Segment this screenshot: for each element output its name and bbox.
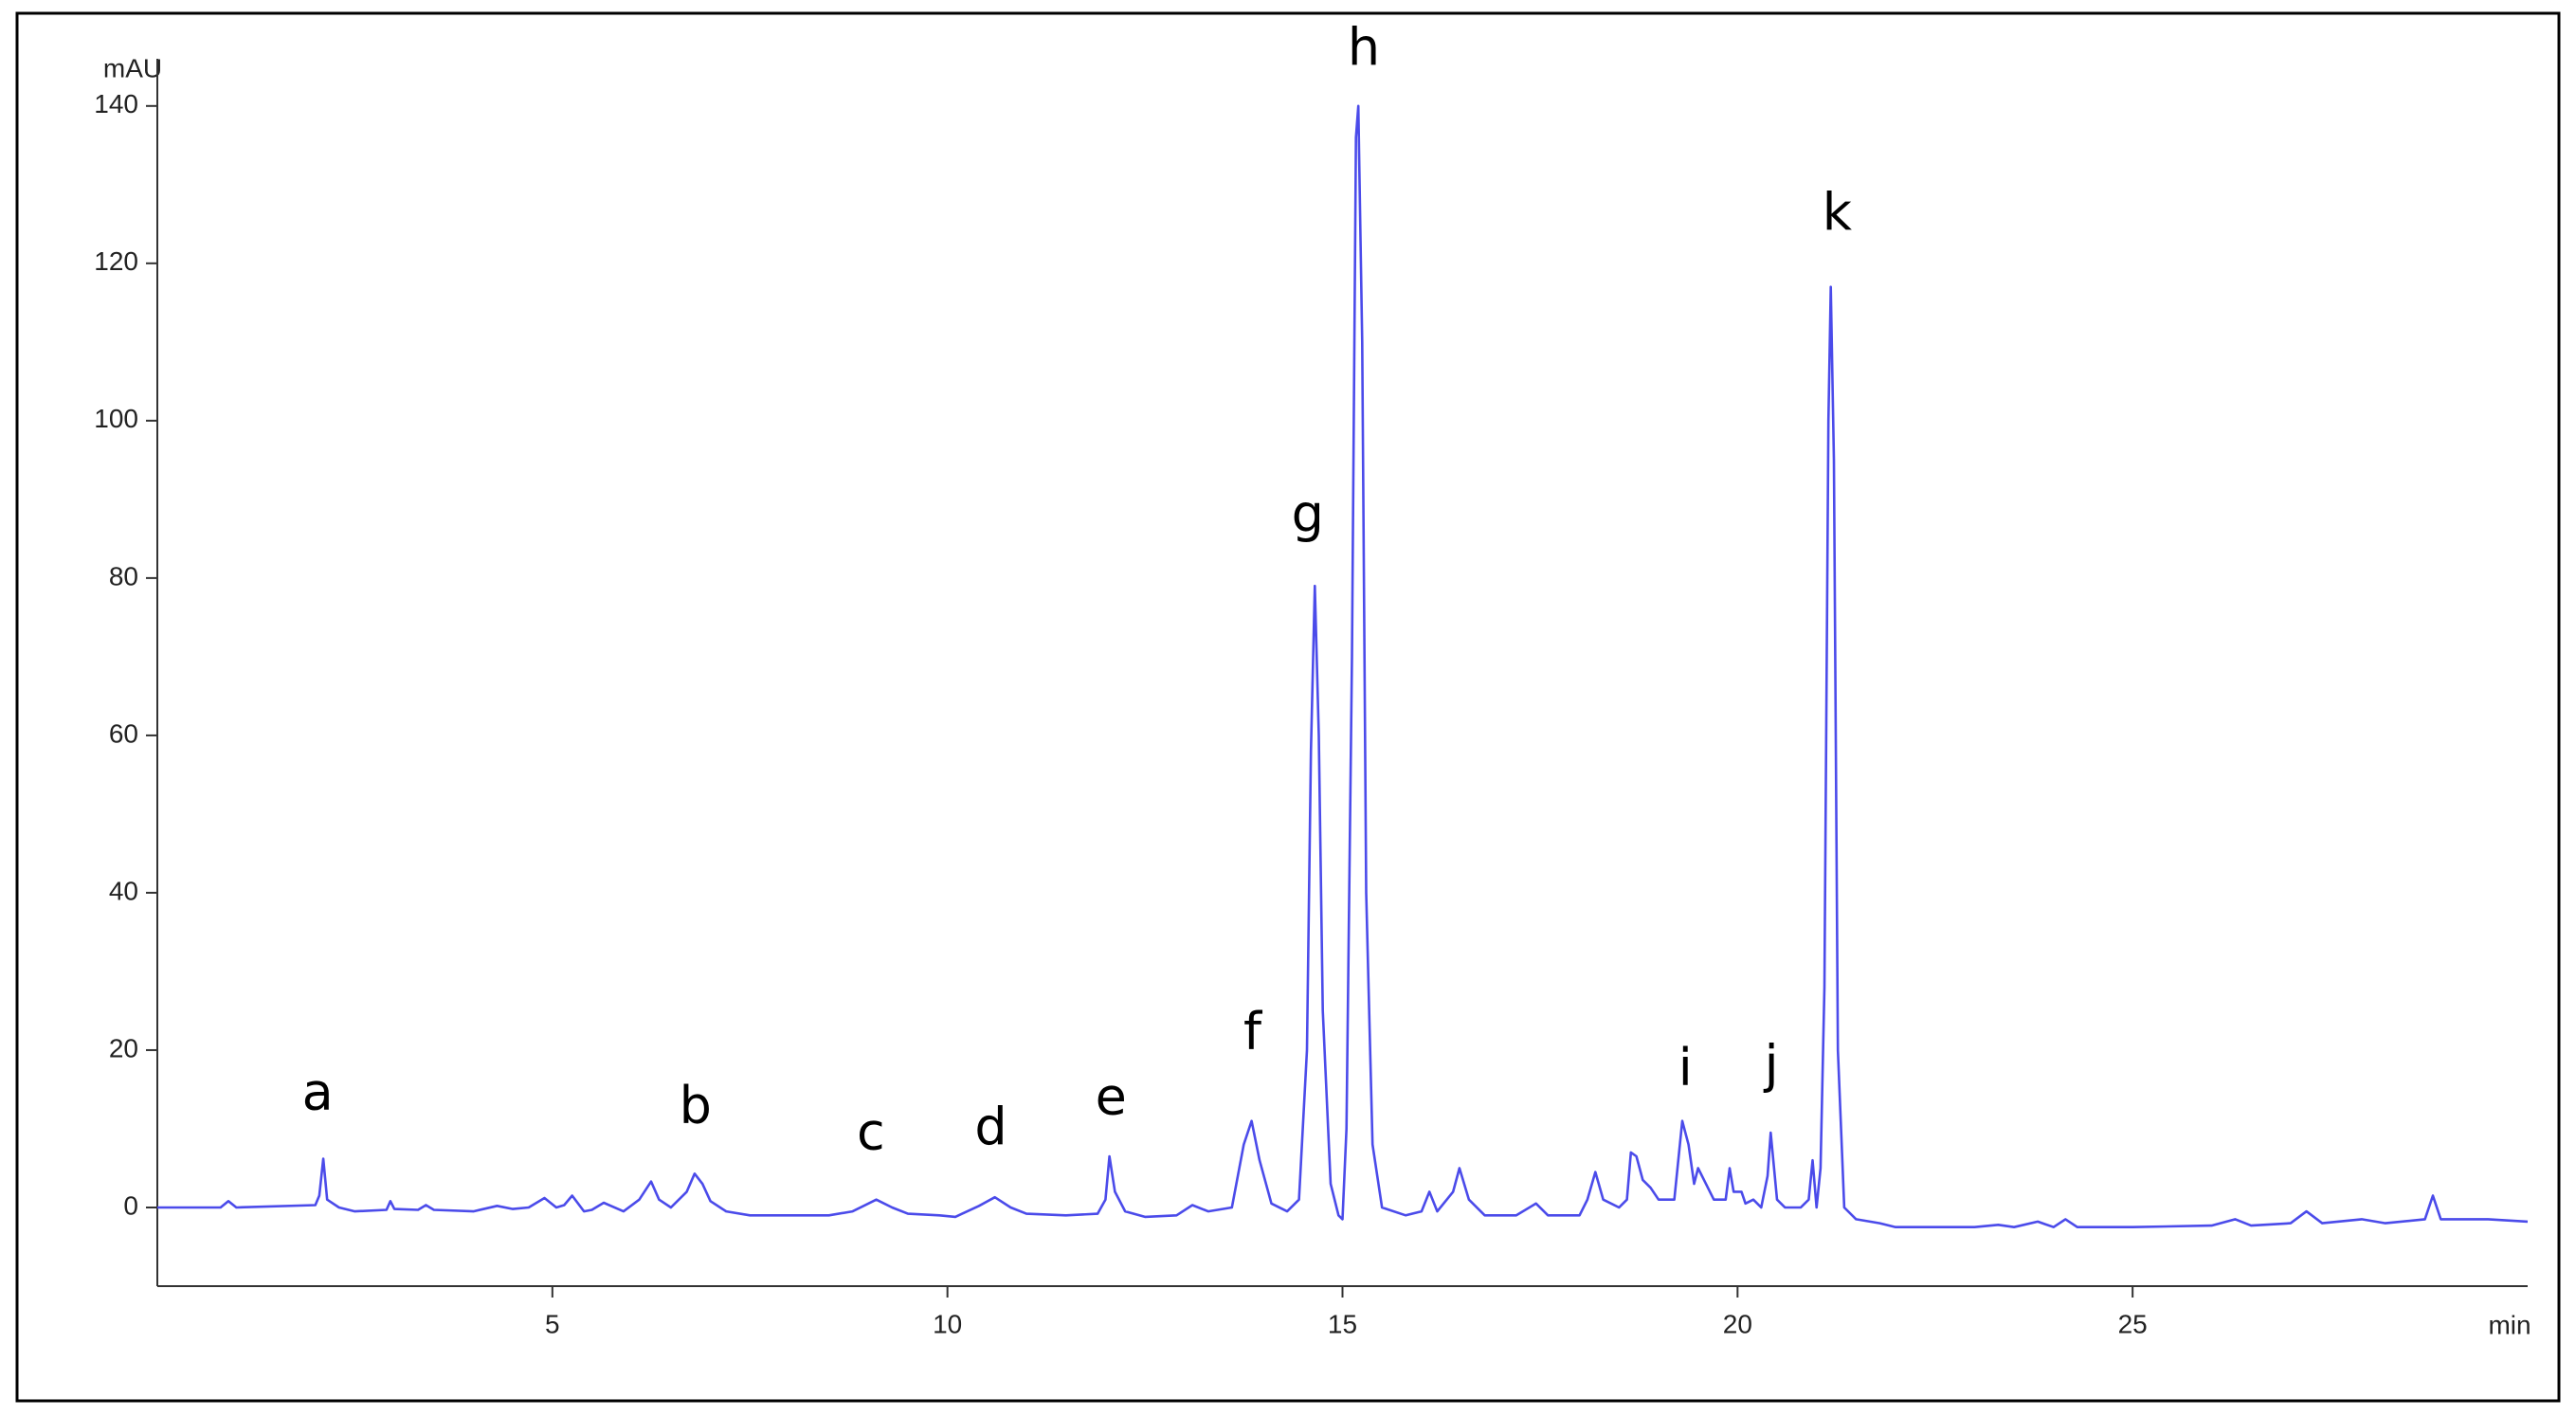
peak-label: k <box>1823 183 1853 243</box>
y-axis-label: mAU <box>103 53 162 82</box>
y-tick-label: 120 <box>94 246 138 276</box>
x-axis-label: min <box>2488 1310 2531 1339</box>
peak-label: h <box>1348 17 1380 77</box>
x-tick-label: 20 <box>1723 1309 1752 1338</box>
peak-label: c <box>857 1101 885 1161</box>
peak-label: d <box>974 1097 1007 1156</box>
peak-label: g <box>1292 484 1324 544</box>
peak-label: a <box>302 1062 334 1122</box>
peak-label: f <box>1243 1002 1263 1062</box>
y-tick-label: 40 <box>109 876 138 905</box>
x-tick-label: 15 <box>1328 1309 1357 1338</box>
y-tick-label: 20 <box>109 1033 138 1062</box>
x-tick-label: 10 <box>933 1309 962 1338</box>
frame <box>15 11 2561 1403</box>
y-tick-label: 80 <box>109 561 138 590</box>
peak-label: b <box>680 1076 712 1135</box>
peak-label: e <box>1096 1067 1127 1127</box>
y-tick-label: 140 <box>94 89 138 118</box>
y-tick-label: 60 <box>109 718 138 748</box>
peak-label: j <box>1764 1035 1779 1095</box>
y-tick-label: 0 <box>123 1190 138 1220</box>
x-tick-label: 25 <box>2118 1309 2148 1338</box>
y-tick-label: 100 <box>94 404 138 433</box>
peak-label: i <box>1678 1038 1693 1098</box>
x-tick-label: 5 <box>545 1309 560 1338</box>
trace <box>157 104 2529 1228</box>
